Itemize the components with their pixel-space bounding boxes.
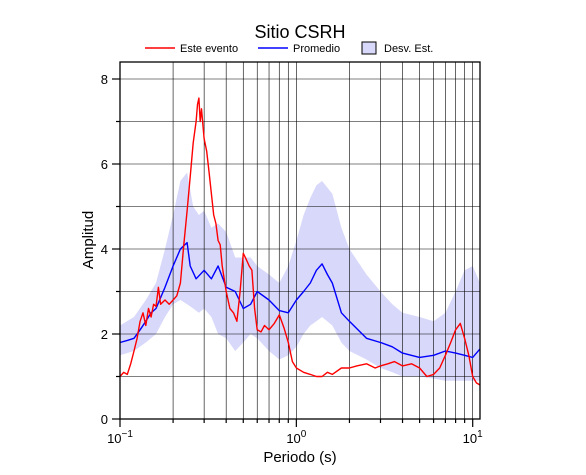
legend-label-este-evento: Este evento [180, 43, 238, 55]
legend-swatch-desv-est- [361, 41, 377, 55]
x-tick-label: 101 [463, 429, 483, 446]
x-axis: 10−1 100 101 [107, 419, 483, 446]
series-line-este-evento [119, 97, 481, 386]
band-layer [120, 172, 480, 381]
legend-label-desv-est-: Desv. Est. [384, 43, 433, 55]
plot-frame [119, 61, 481, 420]
legend: Este evento Promedio Desv. Est. [145, 41, 433, 55]
y-tick-label: 0 [101, 412, 108, 427]
series-line-promedio [119, 241, 481, 359]
plot-area [119, 61, 481, 420]
y-tick-label: 2 [101, 327, 108, 342]
x-tick-label: 10−1 [107, 429, 133, 446]
grid-layer [119, 62, 480, 419]
chart-title: Sitio CSRH [254, 22, 345, 42]
x-tick-label: 100 [286, 429, 306, 446]
series-layer [119, 97, 481, 386]
y-axis-title: Amplitud [80, 211, 97, 269]
y-tick-label: 8 [101, 72, 108, 87]
std-dev-band [120, 172, 480, 381]
legend-label-promedio: Promedio [293, 43, 340, 55]
y-tick-label: 4 [101, 242, 108, 257]
y-tick-label: 6 [101, 157, 108, 172]
x-axis-title: Periodo (s) [263, 449, 336, 466]
y-axis: 0 2 4 6 8 [101, 72, 120, 427]
